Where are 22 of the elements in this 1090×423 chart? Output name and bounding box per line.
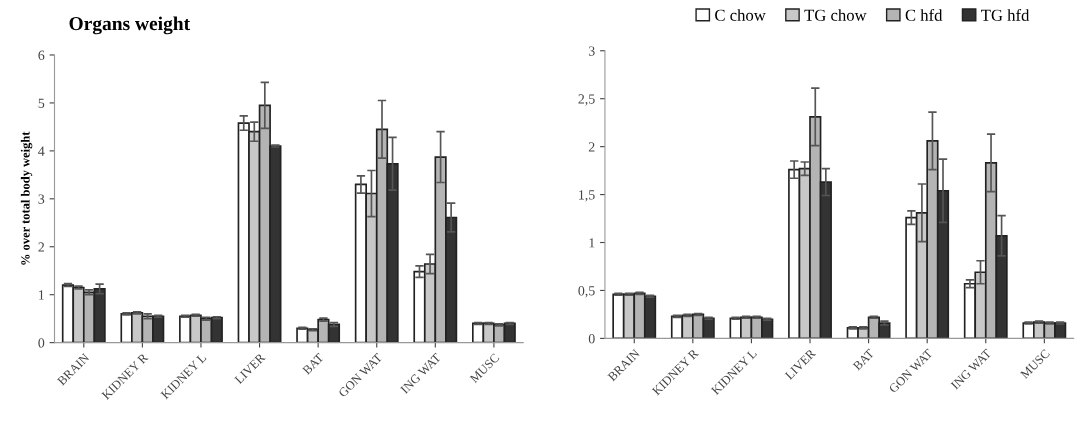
y-tick-label: 0 [588,333,595,344]
y-tick-label: 2 [38,242,45,252]
y-tick-label: 3 [38,194,45,204]
y-tick-label: 0,5 [578,286,595,298]
y-tick-label: 1 [589,238,595,248]
x-tick-label: ING WAT [400,352,442,395]
legend-label: C hfd [905,8,943,21]
chart-title: Organs weight [69,16,190,35]
legend-label: TG chow [804,9,867,21]
x-tick-label: ING WAT [950,348,992,390]
y-tick-label: 1,5 [579,190,595,202]
y-tick-label: 4 [38,146,45,156]
y-tick-label: 2 [588,142,595,152]
legend-label: C chow [715,9,766,21]
y-tick-label: 3 [588,46,595,56]
y-tick-label: 2,5 [578,94,595,106]
y-tick-label: 6 [38,50,45,60]
y-tick-label: 5 [38,98,45,108]
legend-label: TG hfd [981,8,1030,21]
y-tick-label: 0 [38,338,45,348]
y-tick-label: 1 [39,290,44,300]
y-axis-title: % over total body weight [20,131,33,265]
